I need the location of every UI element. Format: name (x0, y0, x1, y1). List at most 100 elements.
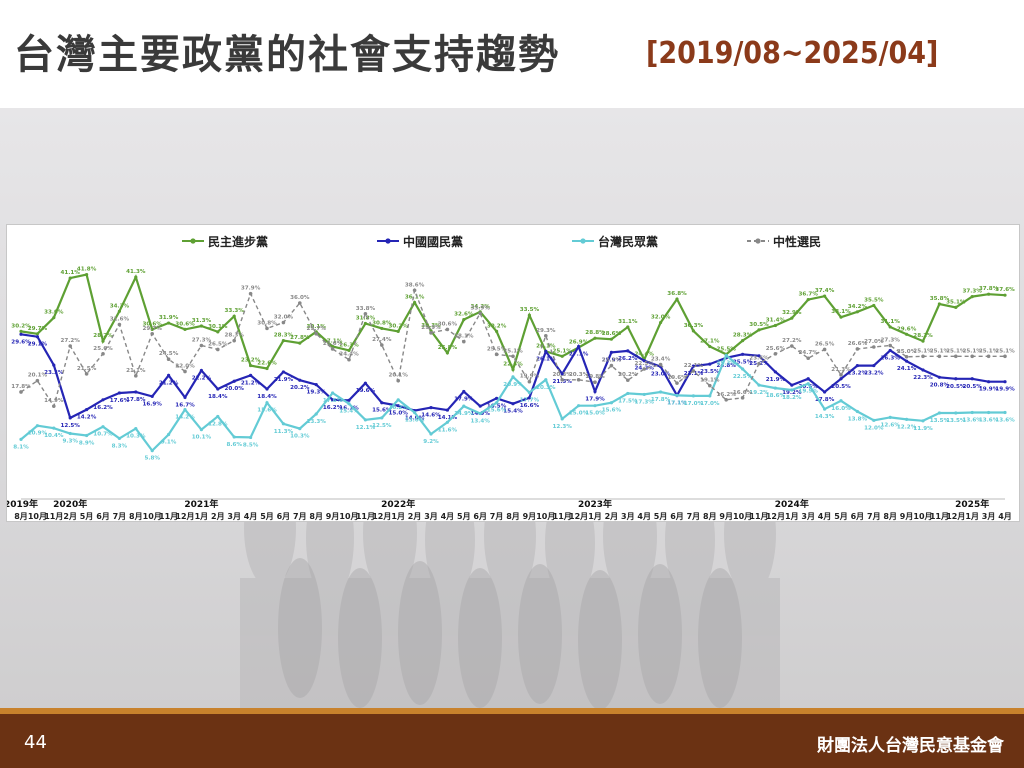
data-label-neutral: 19.1% (700, 378, 720, 384)
data-label-kmt: 21.9% (274, 377, 294, 383)
data-point-neutral (757, 361, 761, 366)
data-point-neutral (134, 374, 138, 378)
data-point-tpp (265, 401, 269, 405)
year-label: 2022年 (381, 498, 415, 510)
data-point-tpp (150, 449, 154, 453)
data-label-dpp: 28.6% (602, 331, 622, 337)
data-label-dpp: 27.1% (700, 339, 720, 345)
data-point-kmt (987, 380, 991, 384)
x-tick-label: 1月 (785, 512, 799, 521)
data-label-kmt: 16.5% (487, 403, 507, 409)
data-point-dpp (281, 339, 285, 343)
data-point-kmt (921, 368, 925, 372)
data-label-kmt: 16.9% (142, 401, 162, 407)
data-point-kmt (167, 373, 171, 377)
data-point-tpp (888, 415, 892, 419)
data-label-tpp: 13.3% (306, 419, 326, 425)
x-tick-label: 5月 (80, 512, 94, 521)
data-point-dpp (298, 341, 302, 345)
data-label-dpp: 36.7% (798, 292, 818, 298)
data-point-dpp (19, 329, 23, 333)
data-label-kmt: 23.3% (44, 370, 64, 376)
data-label-kmt: 17.1% (667, 400, 687, 406)
data-label-kmt: 17.9% (454, 396, 474, 402)
data-label-neutral: 25.6% (766, 346, 786, 352)
x-tick-label: 11月 (356, 512, 375, 521)
data-label-dpp: 37.8% (979, 286, 999, 292)
data-point-tpp (117, 436, 121, 441)
data-point-tpp (1003, 410, 1007, 415)
data-point-dpp (757, 328, 761, 332)
data-point-neutral (462, 339, 466, 344)
data-point-kmt (199, 368, 203, 373)
data-label-kmt: 21.5% (552, 379, 572, 385)
data-label-tpp: 14.2% (175, 415, 195, 421)
x-tick-label: 8月 (703, 512, 717, 521)
data-label-kmt: 20.5% (946, 384, 966, 390)
data-point-kmt (544, 349, 548, 353)
data-label-neutral: 19.9% (520, 374, 540, 380)
data-label-tpp: 13.6% (979, 418, 999, 424)
data-point-dpp (183, 327, 187, 331)
data-label-tpp: 13.6% (962, 418, 982, 424)
data-label-dpp: 36.8% (667, 291, 687, 297)
data-point-dpp (445, 351, 449, 355)
data-label-neutral: 37.9% (241, 286, 261, 292)
data-point-dpp (134, 275, 138, 279)
data-label-neutral: 26.6% (848, 341, 868, 347)
data-label-kmt: 14.1% (438, 415, 458, 421)
data-label-kmt: 26.1% (536, 356, 556, 362)
data-label-neutral: 25.1% (995, 348, 1015, 354)
data-point-tpp (232, 435, 236, 439)
x-tick-label: 1月 (391, 512, 405, 521)
data-point-tpp (68, 431, 72, 436)
data-label-neutral: 36.0% (290, 295, 310, 301)
data-label-neutral: 26.5% (208, 341, 228, 347)
data-point-kmt (773, 370, 778, 374)
data-label-tpp: 9.3% (62, 439, 78, 445)
data-point-kmt (970, 377, 974, 381)
data-point-tpp (413, 410, 417, 415)
data-label-neutral: 25.1% (979, 348, 999, 354)
data-point-tpp (183, 407, 187, 412)
data-point-tpp (199, 428, 203, 432)
data-point-dpp (609, 337, 614, 341)
data-label-neutral: 29.9% (421, 325, 441, 331)
data-label-neutral: 20.2% (618, 372, 638, 378)
data-point-dpp (511, 367, 515, 372)
data-label-tpp: 17.0% (684, 401, 704, 407)
year-label: 2023年 (578, 498, 612, 510)
data-label-tpp: 17.6% (323, 398, 343, 404)
data-point-tpp (642, 392, 646, 397)
data-label-tpp: 11.3% (274, 429, 294, 435)
data-point-dpp (675, 297, 679, 301)
data-point-tpp (937, 411, 942, 415)
data-label-tpp: 16.2% (388, 405, 408, 411)
year-label: 2019年 (7, 498, 38, 510)
data-label-dpp: 22.6% (257, 361, 277, 367)
data-label-dpp: 26.1% (536, 343, 556, 349)
x-tick-label: 10月 (28, 512, 47, 521)
data-label-dpp: 30.6% (142, 321, 162, 327)
data-point-kmt (68, 416, 72, 420)
data-point-dpp (495, 329, 499, 333)
data-point-neutral (822, 347, 827, 352)
data-point-neutral (150, 332, 154, 336)
data-point-tpp (691, 394, 696, 398)
data-label-kmt: 19.9% (995, 387, 1015, 393)
data-label-dpp: 28.2% (913, 333, 933, 339)
data-point-kmt (691, 364, 696, 368)
data-point-tpp (101, 425, 105, 429)
x-tick-label: 1月 (588, 512, 602, 521)
data-point-kmt (429, 406, 433, 410)
data-label-tpp: 20.9% (503, 382, 523, 388)
data-point-neutral (511, 354, 515, 359)
data-label-tpp: 8.6% (226, 442, 242, 448)
data-point-neutral (166, 357, 171, 362)
data-point-tpp (281, 422, 285, 426)
data-point-dpp (249, 363, 253, 368)
data-point-kmt (495, 396, 499, 400)
data-label-tpp: 17.3% (634, 399, 654, 405)
data-label-kmt: 17.8% (126, 397, 146, 403)
data-label-neutral: 17.8% (11, 384, 31, 390)
